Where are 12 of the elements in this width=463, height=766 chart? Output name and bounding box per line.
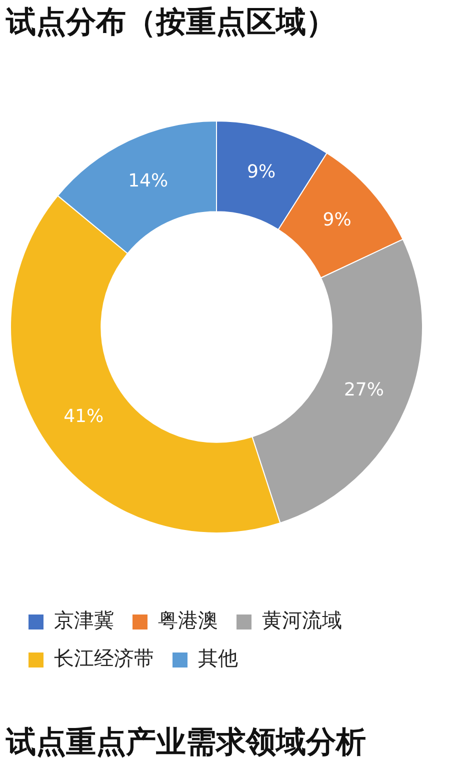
text: 试点重点产业需求领域分析	[6, 724, 366, 762]
chart-title: 试点分布（按重点区域）	[6, 4, 336, 42]
legend-label: 京津冀	[54, 608, 114, 632]
legend-label: 长江经济带	[54, 646, 154, 670]
data-label: 41%	[64, 406, 104, 427]
data-label: 9%	[247, 161, 276, 182]
legend-label: 粤港澳	[158, 608, 218, 632]
data-label: 27%	[344, 379, 384, 400]
data-label: 14%	[128, 170, 168, 192]
data-label: 9%	[322, 209, 352, 230]
legend-label: 黄河流域	[262, 608, 342, 632]
legend-label: 其他	[198, 646, 238, 670]
